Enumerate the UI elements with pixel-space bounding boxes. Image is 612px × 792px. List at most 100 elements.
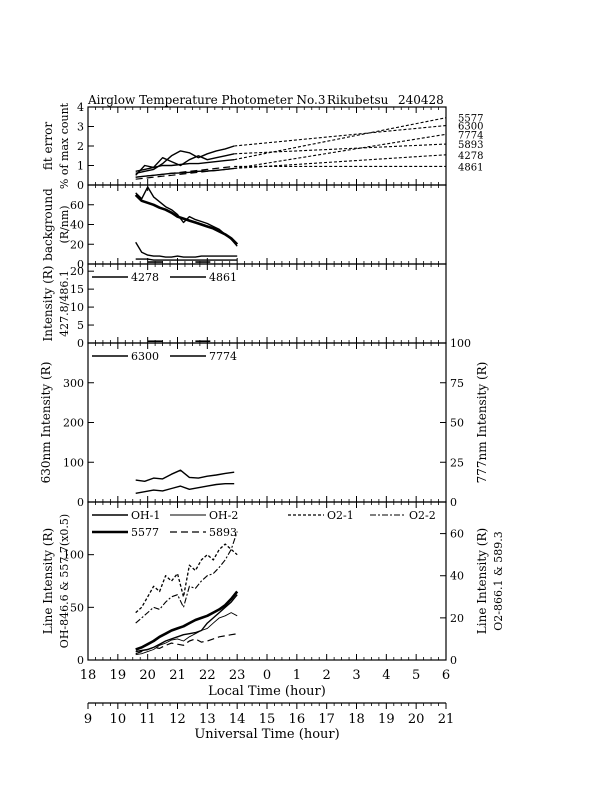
intensity-red-series-6300 xyxy=(135,469,235,482)
ut-time-label: Universal Time (hour) xyxy=(194,727,339,742)
line-intensity-legend-O2-2: O2-2 xyxy=(409,509,436,522)
fit-error-legend-4861: 4861 xyxy=(458,162,483,173)
local-tick-label: 22 xyxy=(199,668,216,683)
line-intensity-y2-tick-label: 0 xyxy=(450,654,457,667)
intensity-blue-legend-4861: 4861 xyxy=(209,271,237,284)
ut-tick-label: 20 xyxy=(408,712,425,727)
intensity-red-y2-tick-label: 25 xyxy=(450,456,464,469)
local-tick-label: 1 xyxy=(293,668,301,683)
fit-error-legend-6300: 6300 xyxy=(458,122,483,133)
intensity-blue-ylabel-2: 427.8/486.1 xyxy=(58,270,71,337)
ut-tick-label: 11 xyxy=(139,712,156,727)
intensity-red-y-tick-label: 100 xyxy=(63,456,84,469)
background-series-D xyxy=(135,258,238,261)
line-intensity-series-5577 xyxy=(135,590,239,651)
intensity-blue-ylabel: Intensity (R) xyxy=(41,266,55,342)
ut-tick-label: 17 xyxy=(318,712,335,727)
intensity-red-series-7774 xyxy=(135,483,235,494)
intensity-blue-y-tick-label: 10 xyxy=(70,301,84,314)
local-tick-label: 21 xyxy=(169,668,186,683)
line-intensity-legend-OH-1: OH-1 xyxy=(131,509,160,522)
background-y-tick-label: 60 xyxy=(70,199,84,212)
line-intensity-legend-OH-2: OH-2 xyxy=(209,509,238,522)
fit-error-connector-5893 xyxy=(234,143,447,155)
intensity-blue-y-tick-label: 0 xyxy=(77,337,84,350)
local-tick-label: 5 xyxy=(412,668,420,683)
chart-title: Airglow Temperature Photometer No.3 xyxy=(87,93,326,107)
local-tick-label: 0 xyxy=(263,668,271,683)
intensity-blue-legend-4278: 4278 xyxy=(131,271,159,284)
fit-error-series-4861 xyxy=(135,165,235,178)
ut-tick-label: 13 xyxy=(199,712,216,727)
local-tick-label: 3 xyxy=(352,668,360,683)
line-intensity-ylabel-right: Line Intensity (R) xyxy=(475,528,489,634)
fit-error-y-tick-label: 0 xyxy=(77,179,84,192)
ut-tick-label: 19 xyxy=(378,712,395,727)
intensity-blue-y-tick-label: 5 xyxy=(77,319,84,332)
fit-error-legend-7774: 7774 xyxy=(458,130,483,141)
fit-error-y-tick-label: 1 xyxy=(77,160,84,173)
intensity-red-legend-6300: 6300 xyxy=(131,350,159,363)
fit-error-y-tick-label: 4 xyxy=(77,101,84,114)
intensity-red-frame xyxy=(87,342,447,503)
site-name: Rikubetsu xyxy=(327,93,389,107)
fit-error-connector-5577 xyxy=(234,117,447,161)
fit-error-ylabel: fit error xyxy=(41,122,55,170)
background-ylabel-2: (R/nm) xyxy=(58,205,71,243)
fit-error-connector-6300 xyxy=(234,124,447,147)
ut-tick-label: 16 xyxy=(289,712,306,727)
ut-tick-label: 18 xyxy=(348,712,365,727)
ut-tick-label: 21 xyxy=(438,712,455,727)
line-intensity-legend-5893: 5893 xyxy=(209,526,237,539)
background-y-tick-label: 20 xyxy=(70,238,84,251)
line-intensity-series-OH-2 xyxy=(135,612,238,656)
fit-error-y-tick-label: 3 xyxy=(77,121,84,134)
fit-error-series-5893 xyxy=(135,153,235,176)
intensity-red-legend-7774: 7774 xyxy=(209,350,237,363)
line-intensity-ylabel: Line Intensity (R) xyxy=(41,528,55,634)
intensity-red-y-tick-label: 0 xyxy=(77,496,84,509)
fit-error-series-6300 xyxy=(135,145,235,174)
fit-error-legend-5893: 5893 xyxy=(458,140,483,151)
line-intensity-y-tick-label: 100 xyxy=(63,549,84,562)
line-intensity-y2-tick-label: 60 xyxy=(450,528,464,541)
background-series-B xyxy=(135,186,238,247)
background-series-C xyxy=(135,241,238,258)
line-intensity-series-5893 xyxy=(135,633,238,655)
fit-error-y-tick-label: 2 xyxy=(77,140,84,153)
intensity-red-ylabel-right: 777nm Intensity (R) xyxy=(475,362,489,484)
background-ylabel: background xyxy=(41,188,55,261)
fit-error-legend-5577: 5577 xyxy=(458,114,483,125)
intensity-red-y-tick-label: 200 xyxy=(63,417,84,430)
line-intensity-legend-O2-1: O2-1 xyxy=(327,509,354,522)
local-tick-label: 23 xyxy=(229,668,246,683)
intensity-red-y2-tick-label: 50 xyxy=(450,417,464,430)
local-time-label: Local Time (hour) xyxy=(208,684,326,699)
fit-error-ylabel-2: % of max count xyxy=(58,102,71,189)
fit-error-series-4278 xyxy=(135,167,235,180)
line-intensity-ylabel-right-2: O2-866.1 & 589.3 xyxy=(492,531,505,631)
intensity-blue-y-tick-label: 15 xyxy=(70,283,84,296)
ut-tick-label: 15 xyxy=(259,712,276,727)
local-tick-label: 19 xyxy=(110,668,127,683)
local-tick-label: 2 xyxy=(323,668,331,683)
intensity-red-y2-tick-label: 100 xyxy=(450,337,471,350)
line-intensity-y2-tick-label: 20 xyxy=(450,612,464,625)
intensity-blue-y-tick-label: 20 xyxy=(70,265,84,278)
background-y-tick-label: 40 xyxy=(70,219,84,232)
line-intensity-ylabel-2: OH-846.6 & 557.7(x0.5) xyxy=(58,514,71,648)
line-intensity-series-O2-1 xyxy=(135,543,238,614)
ut-tick-label: 12 xyxy=(169,712,186,727)
line-intensity-y-tick-label: 0 xyxy=(77,654,84,667)
line-intensity-y2-tick-label: 40 xyxy=(450,570,464,583)
line-intensity-y-tick-label: 50 xyxy=(70,601,84,614)
local-tick-label: 18 xyxy=(80,668,97,683)
intensity-red-y2-tick-label: 75 xyxy=(450,377,464,390)
intensity-red-y2-tick-label: 0 xyxy=(450,496,457,509)
ut-tick-label: 10 xyxy=(110,712,127,727)
intensity-red-ylabel: 630nm Intensity (R) xyxy=(39,362,53,484)
date-label: 240428 xyxy=(398,93,444,107)
local-tick-label: 6 xyxy=(442,668,450,683)
